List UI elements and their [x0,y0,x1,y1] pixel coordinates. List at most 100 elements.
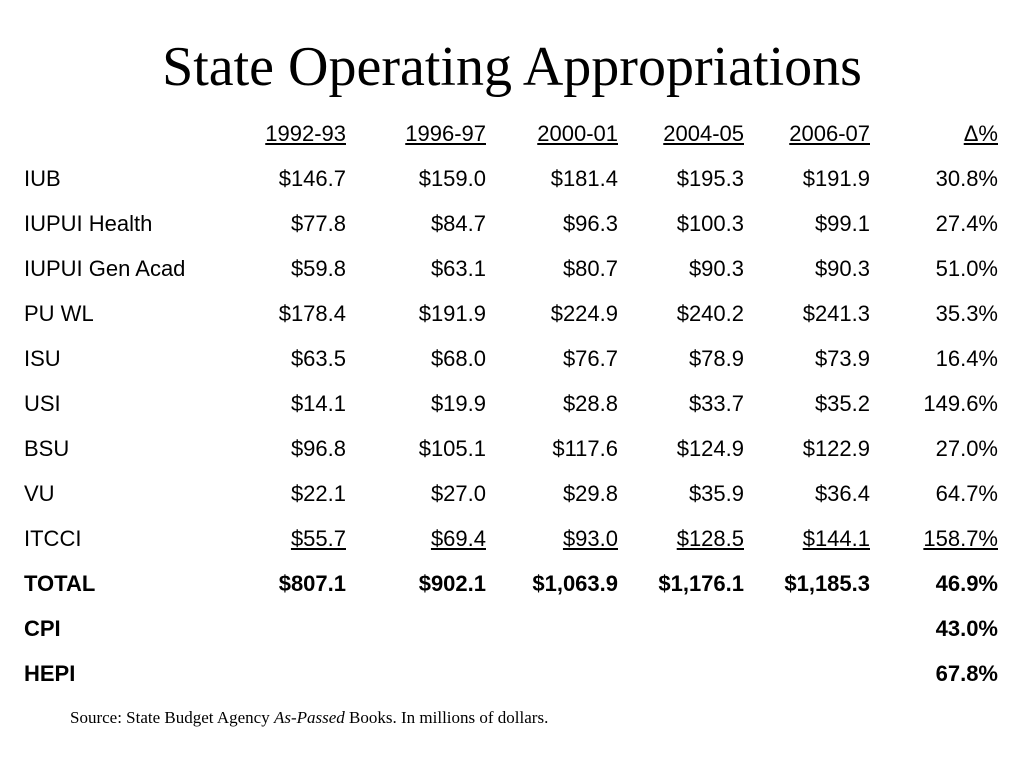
cell-value [228,606,346,651]
table-row: IUPUI Gen Acad $59.8 $63.1 $80.7 $90.3 $90.3 5… [24,246,998,291]
cell-text: $29.8 [562,480,618,506]
cell-value: 27.4% [870,201,998,246]
cell-value: $80.7 [486,246,618,291]
cell-text: $128.5 [676,525,744,551]
cell-value: $77.8 [228,201,346,246]
cell-text: $90.3 [688,255,744,281]
cell-value: $78.9 [618,336,744,381]
cell-text: $73.9 [814,345,870,371]
cell-text: 51.0% [935,255,998,281]
cell-text: $117.6 [552,435,618,461]
cell-text: $122.9 [802,435,870,461]
table-row: ISU $63.5 $68.0 $76.7 $78.9 $73.9 16.4% [24,336,998,381]
cell-value: 46.9% [870,561,998,606]
cell-text: $146.7 [278,165,346,191]
cell-value: $96.8 [228,426,346,471]
row-label: IUB [24,165,61,191]
cell-text: 27.0% [935,435,998,461]
cell-text: $80.7 [562,255,618,281]
cell-text: 46.9% [935,570,998,596]
table-row: PU WL $178.4 $191.9 $224.9 $240.2 $241.3 35.3% [24,291,998,336]
cell-value: $76.7 [486,336,618,381]
appropriations-table: 1992-93 1996-97 2000-01 2004-05 2006-07 … [24,111,998,696]
cell-text: $14.1 [290,390,346,416]
cell-value: 35.3% [870,291,998,336]
row-label: ITCCI [24,525,82,551]
table-row: BSU $96.8 $105.1 $117.6 $124.9 $122.9 27.0% [24,426,998,471]
row-label: IUPUI Gen Acad [24,255,186,281]
table-body: IUB $146.7 $159.0 $181.4 $195.3 $191.9 30.8% IU… [24,156,998,696]
slide-title: State Operating Appropriations [162,36,862,98]
cell-value [228,651,346,696]
cell-value: $122.9 [744,426,870,471]
cell-value: 158.7% [870,516,998,561]
cell-value: 67.8% [870,651,998,696]
cell-value: $93.0 [486,516,618,561]
cell-text: $224.9 [550,300,618,326]
cell-value: 16.4% [870,336,998,381]
column-header-1996-97: 1996-97 [405,120,486,146]
cell-text: $1,063.9 [532,570,618,596]
cell-value: $124.9 [618,426,744,471]
cell-value: $99.1 [744,201,870,246]
cell-value: 64.7% [870,471,998,516]
table-row: CPI 43.0% [24,606,998,651]
cell-text: $99.1 [814,210,870,236]
row-label: IUPUI Health [24,210,153,236]
cell-value: $191.9 [346,291,486,336]
cell-value: $90.3 [744,246,870,291]
cell-text: $55.7 [290,525,346,551]
cell-value: $105.1 [346,426,486,471]
cell-value: $28.8 [486,381,618,426]
column-header-2006-07: 2006-07 [789,120,870,146]
cell-value: $59.8 [228,246,346,291]
cell-value: $36.4 [744,471,870,516]
cell-text: $191.9 [802,165,870,191]
cell-text: 43.0% [935,615,998,641]
cell-text: $807.1 [278,570,346,596]
cell-value: $14.1 [228,381,346,426]
cell-value [618,606,744,651]
column-header-change-pct: Δ% [963,120,998,146]
source-note: Source: State Budget Agency As-Passed Bo… [70,706,548,730]
cell-text: $68.0 [430,345,486,371]
cell-text: $36.4 [814,480,870,506]
cell-text: $22.1 [290,480,346,506]
cell-value: $73.9 [744,336,870,381]
table-row: ITCCI $55.7 $69.4 $93.0 $128.5 $144.1 158.7% [24,516,998,561]
cell-value: $191.9 [744,156,870,201]
cell-value: $195.3 [618,156,744,201]
cell-value: $1,176.1 [618,561,744,606]
cell-text: 158.7% [923,525,998,551]
source-prefix: Source: State Budget Agency [70,708,274,727]
cell-value: $178.4 [228,291,346,336]
cell-text: $93.0 [562,525,618,551]
cell-value: $84.7 [346,201,486,246]
cell-text: $181.4 [550,165,618,191]
cell-text: $69.4 [430,525,486,551]
cell-value: $181.4 [486,156,618,201]
table-row: HEPI 67.8% [24,651,998,696]
cell-value: 149.6% [870,381,998,426]
cell-text: $63.5 [290,345,346,371]
row-label: ISU [24,345,61,371]
cell-text: $63.1 [430,255,486,281]
row-label: USI [24,390,61,416]
cell-text: $1,185.3 [784,570,870,596]
cell-value: $29.8 [486,471,618,516]
cell-text: $77.8 [290,210,346,236]
cell-text: $144.1 [802,525,870,551]
row-label: HEPI [24,660,76,686]
cell-value: $224.9 [486,291,618,336]
cell-text: $78.9 [688,345,744,371]
cell-text: 149.6% [923,390,998,416]
row-label: VU [24,480,55,506]
cell-value: $90.3 [618,246,744,291]
cell-text: $28.8 [562,390,618,416]
cell-text: $96.8 [290,435,346,461]
source-suffix: Books. In millions of dollars. [344,708,549,727]
cell-value: $27.0 [346,471,486,516]
cell-text: $1,176.1 [658,570,744,596]
cell-text: $191.9 [418,300,486,326]
cell-value [744,651,870,696]
